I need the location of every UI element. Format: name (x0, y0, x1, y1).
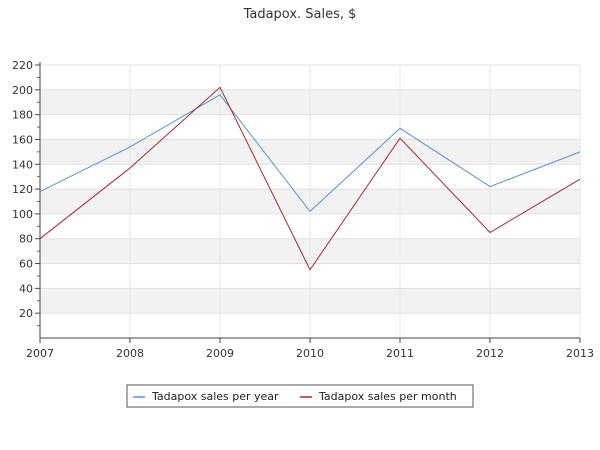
y-tick-label: 200 (12, 84, 33, 97)
x-tick-label: 2013 (566, 347, 594, 360)
series-line (39, 86, 581, 271)
y-tick-label: 40 (19, 282, 33, 295)
chart-title: Tadapox. Sales, $ (243, 7, 357, 22)
x-tick-label: 2008 (116, 347, 144, 360)
y-tick-label: 120 (12, 183, 33, 196)
y-tick-label: 180 (12, 109, 33, 122)
legend-label: Tadapox sales per year (151, 390, 279, 403)
series-lines (39, 86, 581, 271)
legend: Tadapox sales per year Tadapox sales per … (126, 384, 474, 408)
y-tick-label: 60 (19, 258, 33, 271)
axes: 20 40 60 80 100 120 140 160 180 200 220 2007 2008 200… (12, 59, 594, 360)
y-tick-label: 220 (12, 59, 33, 72)
y-tick-label: 140 (12, 158, 33, 171)
y-tick-label: 100 (12, 208, 33, 221)
legend-box (126, 384, 474, 408)
y-tick-label: 20 (19, 307, 33, 320)
x-tick-label: 2007 (26, 347, 54, 360)
legend-label: Tadapox sales per month (318, 390, 457, 403)
x-tick-label: 2012 (476, 347, 504, 360)
y-tick-label: 160 (12, 133, 33, 146)
series-line (39, 94, 581, 213)
y-tick-label: 80 (19, 233, 33, 246)
x-tick-label: 2011 (386, 347, 414, 360)
gridlines (39, 64, 581, 338)
x-tick-label: 2009 (206, 347, 234, 360)
x-tick-label: 2010 (296, 347, 324, 360)
